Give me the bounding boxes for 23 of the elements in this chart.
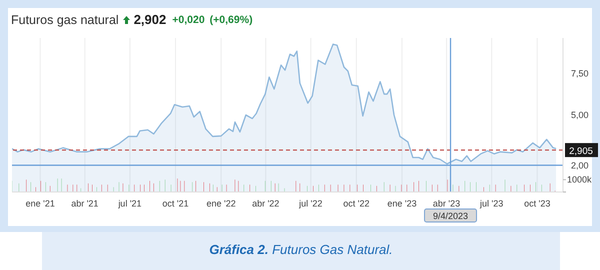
x-tick-label: jul '22	[298, 198, 322, 208]
chart-title: Futuros gas natural	[11, 12, 119, 26]
x-tick-label: ene '23	[387, 198, 417, 208]
text: +0,020	[172, 14, 205, 26]
x-tick-label: jul '21	[117, 198, 142, 208]
x-tick-label: jul '23	[479, 198, 504, 208]
x-tick-label: oct '21	[162, 198, 189, 208]
text: 2,902	[134, 12, 166, 27]
x-tick-label: ene '21	[26, 198, 55, 208]
y-tick-label: 5,00	[571, 110, 589, 120]
y-tick-label: 7,50	[571, 68, 589, 78]
x-tick-label: abr '22	[252, 198, 280, 208]
ref-line-label: 2,905	[569, 146, 593, 158]
x-tick-label: oct '23	[524, 198, 550, 208]
x-tick-label: abr '21	[71, 198, 98, 208]
x-tick-label: oct '22	[343, 198, 370, 208]
x-tick-label: ene '22	[206, 198, 236, 208]
ref-line-label: 9/4/2023	[432, 211, 468, 221]
text: Gráfica 2. Futuros Gas Natural.	[42, 232, 560, 270]
y-tick-label: 2,00	[571, 160, 589, 170]
y2-tick-label: 1000k	[567, 174, 592, 185]
x-tick-label: abr '23	[432, 198, 460, 208]
text: (+0,69%)	[210, 14, 253, 26]
